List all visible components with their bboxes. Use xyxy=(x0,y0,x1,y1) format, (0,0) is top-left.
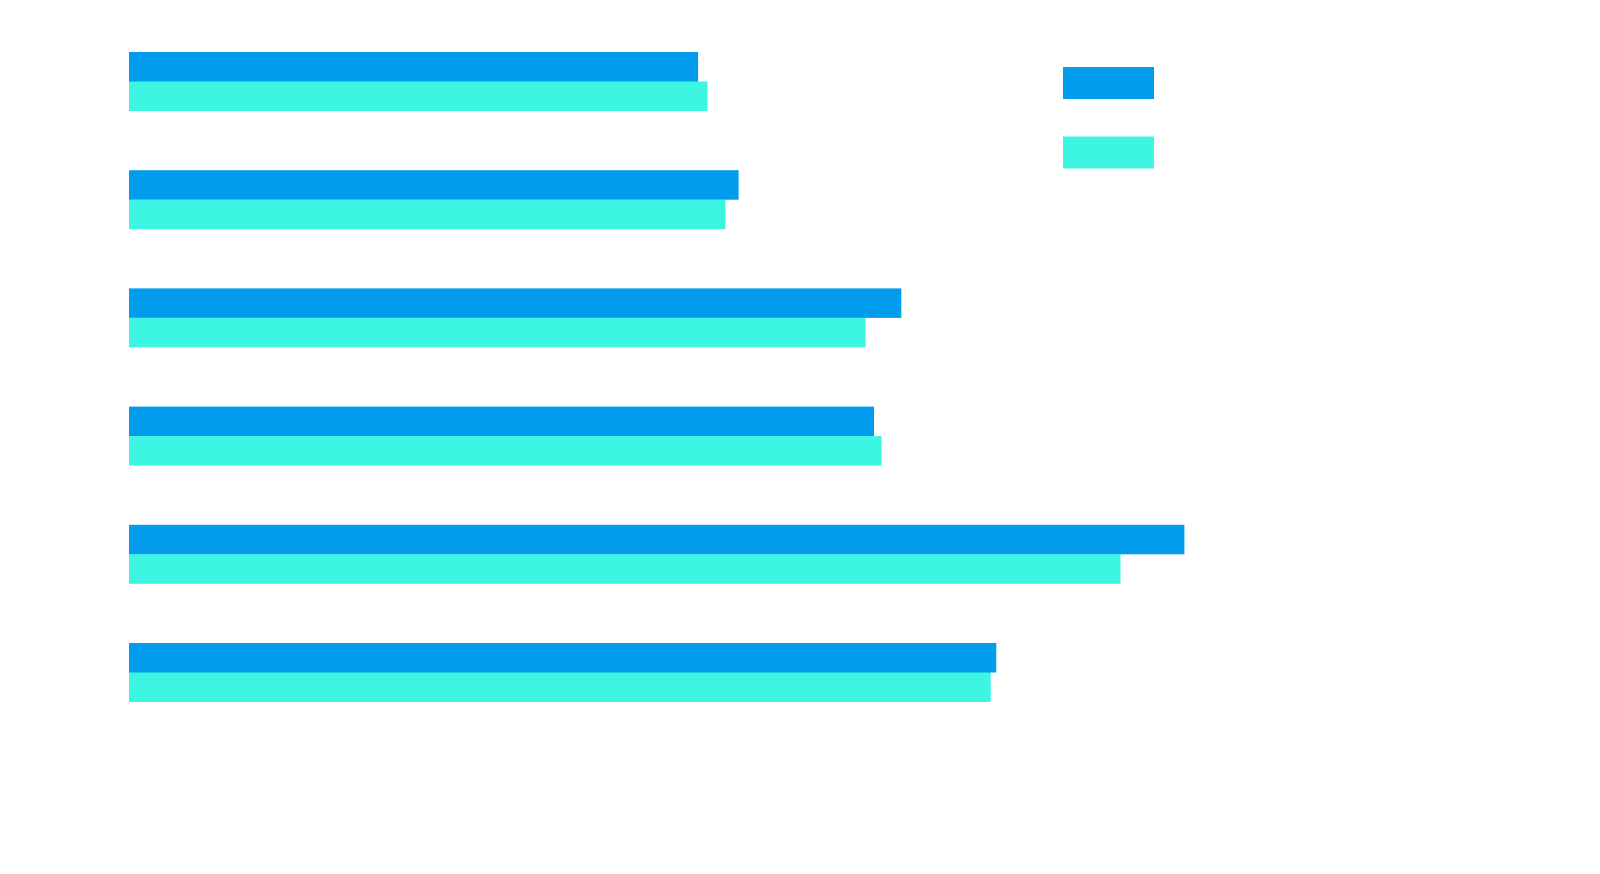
bar-series-2-category-4 xyxy=(129,436,882,466)
bar-group-3 xyxy=(129,288,902,348)
bar-series-1-category-5 xyxy=(129,524,1185,555)
bar-series-1-category-1 xyxy=(129,52,699,82)
bar-series-1-category-6 xyxy=(129,643,997,673)
bar-series-2-category-5 xyxy=(129,554,1121,584)
bar-series-2-category-1 xyxy=(129,81,708,111)
bar-group-2 xyxy=(129,170,739,230)
legend-swatch-series-2 xyxy=(1063,136,1154,169)
bar-series-1-category-4 xyxy=(129,406,874,437)
legend-swatch-series-1 xyxy=(1063,67,1154,99)
legend xyxy=(1063,67,1154,169)
bars-layer xyxy=(129,52,1185,702)
bar-group-6 xyxy=(129,643,997,702)
bar-group-4 xyxy=(129,406,882,466)
bar-series-2-category-3 xyxy=(129,317,866,348)
bar-group-5 xyxy=(129,524,1185,584)
bar-series-2-category-2 xyxy=(129,199,726,230)
bar-series-2-category-6 xyxy=(129,672,991,702)
bar-series-1-category-2 xyxy=(129,170,739,200)
bar-series-1-category-3 xyxy=(129,288,902,318)
bar-group-1 xyxy=(129,52,708,111)
